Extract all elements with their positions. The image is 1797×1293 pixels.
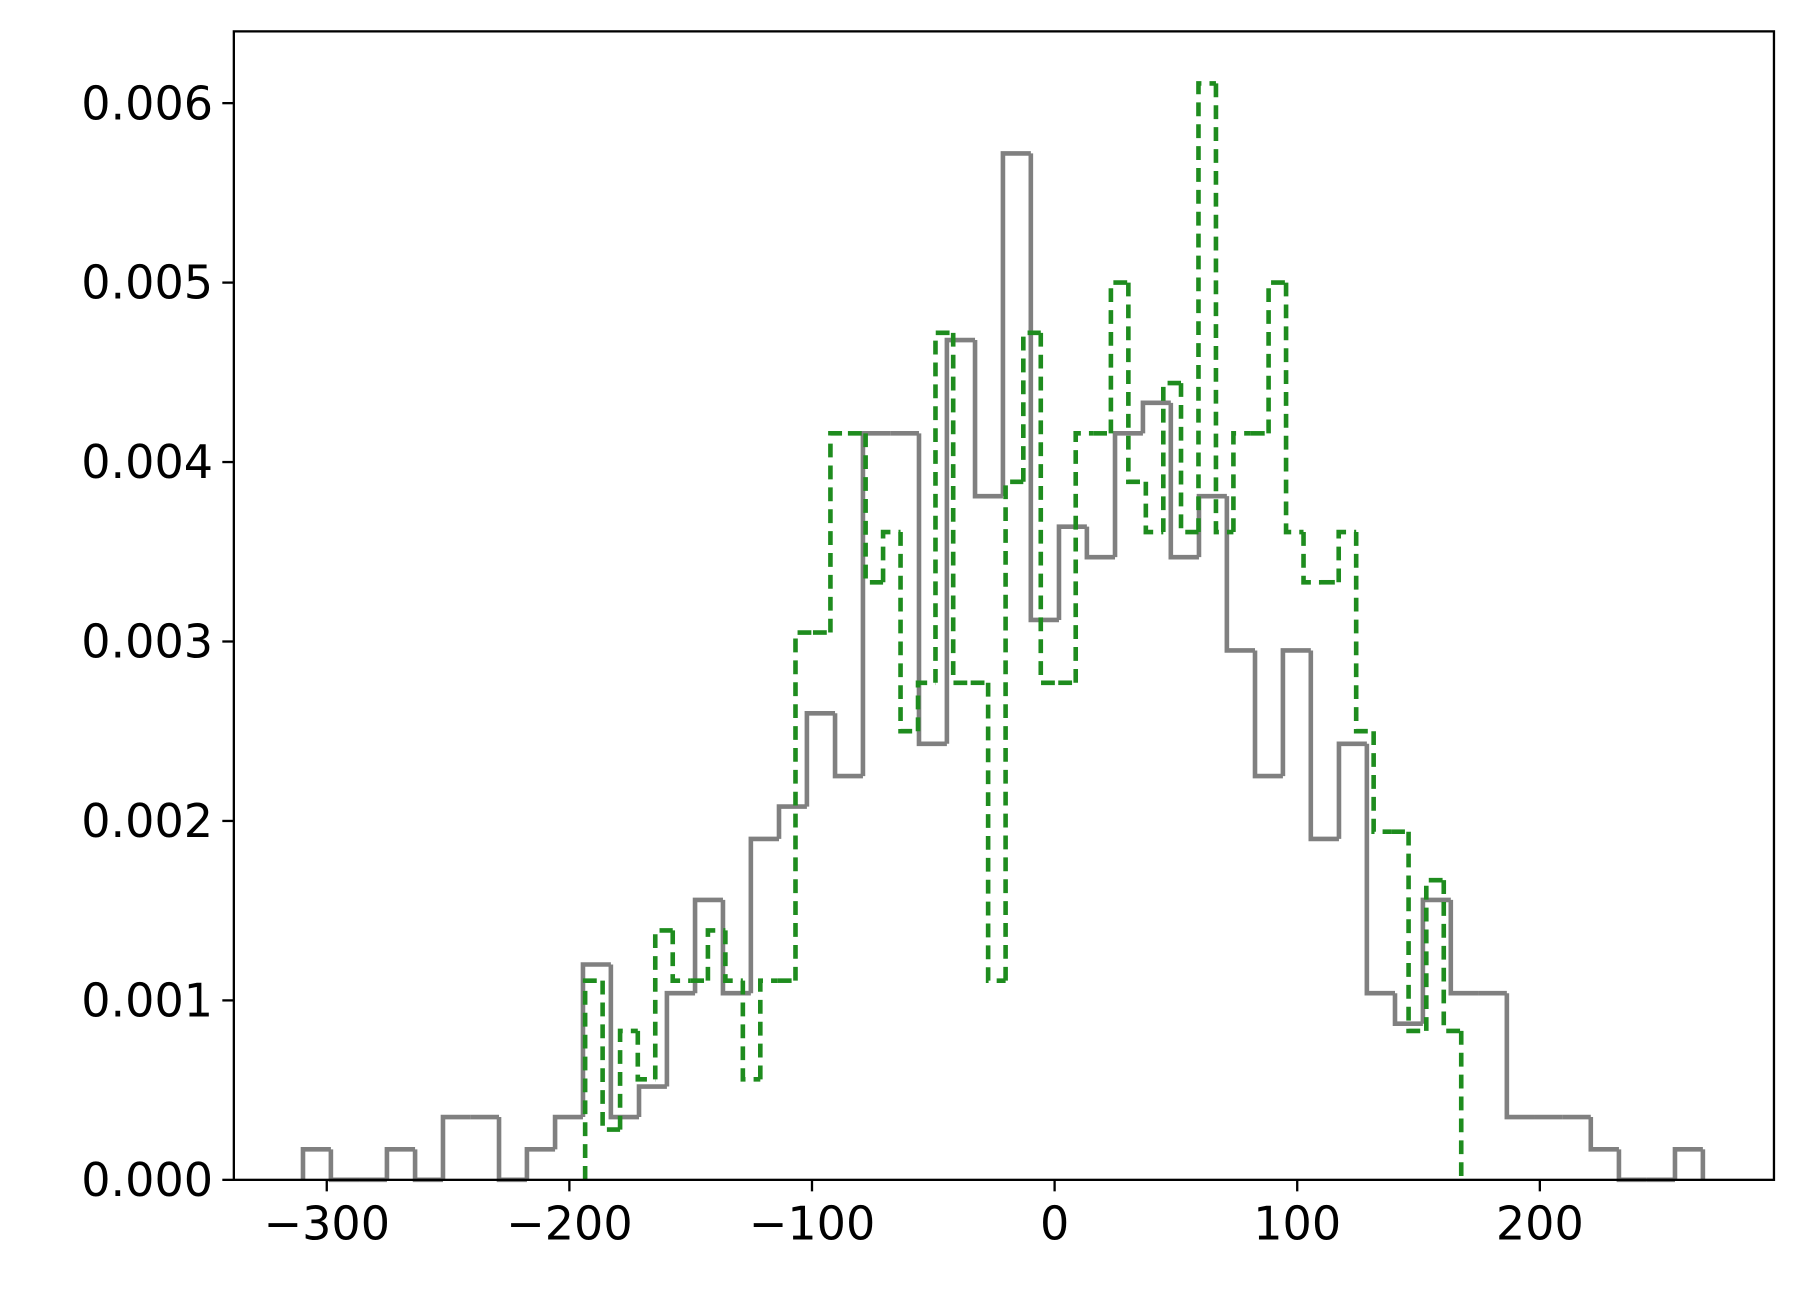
histogram-step	[916, 433, 947, 747]
histogram-step	[723, 930, 743, 983]
histogram-step	[1280, 648, 1311, 777]
histogram-step	[608, 964, 640, 1120]
histogram-step	[1178, 383, 1199, 535]
histogram-step	[635, 1030, 656, 1082]
histogram-step	[1406, 831, 1427, 1034]
y-tick-label: 0.004	[81, 435, 213, 489]
histogram-step	[1308, 650, 1339, 842]
histogram-step	[600, 980, 621, 1132]
histogram-step	[652, 928, 673, 1080]
histogram-step	[898, 532, 919, 734]
histogram-step	[664, 990, 696, 1087]
histogram-step	[617, 1028, 638, 1130]
y-tick-label: 0.001	[81, 974, 213, 1028]
histogram-step	[552, 1114, 583, 1150]
x-tick-label: 0	[1040, 1197, 1069, 1251]
histogram-step	[933, 330, 954, 683]
histogram-step	[793, 630, 813, 981]
histogram-step	[1231, 431, 1251, 533]
histogram-step	[1056, 524, 1087, 620]
histogram-step	[412, 1149, 443, 1183]
histogram-step	[1420, 897, 1451, 1024]
histogram-step	[1364, 743, 1396, 996]
histogram-step	[1028, 153, 1059, 623]
histogram-step	[1073, 431, 1094, 683]
histogram-step	[880, 529, 901, 583]
histogram-step	[1084, 526, 1116, 560]
histogram-step	[950, 332, 971, 686]
histogram-step	[1371, 731, 1392, 835]
x-tick-label: 100	[1253, 1197, 1341, 1251]
histogram-step	[863, 433, 884, 585]
histogram-step	[1126, 282, 1146, 485]
histogram-step	[1588, 1117, 1619, 1152]
histogram-step	[1616, 1149, 1647, 1183]
histogram-step	[740, 980, 761, 1082]
histogram-step	[804, 710, 836, 807]
histogram-step	[915, 680, 936, 732]
y-tick-label: 0.000	[81, 1153, 213, 1207]
y-tick-label: 0.006	[81, 76, 213, 130]
x-tick-label: −100	[749, 1197, 876, 1251]
histogram-step	[582, 978, 603, 1180]
histogram-step	[758, 978, 778, 1080]
histogram-step	[748, 836, 779, 994]
histogram-step	[860, 431, 891, 777]
histogram-step	[1038, 332, 1059, 686]
histogram-step	[1143, 481, 1164, 535]
histogram-step	[1213, 83, 1234, 535]
histogram-step	[985, 682, 1006, 983]
histogram-step	[1423, 877, 1444, 1031]
histogram-step	[440, 1114, 471, 1180]
histogram-step	[705, 928, 726, 981]
histogram-step	[944, 337, 976, 744]
histogram-step	[1301, 532, 1322, 585]
histogram-step	[1336, 741, 1367, 839]
histogram-step	[776, 804, 807, 839]
histogram-step	[1448, 899, 1479, 996]
histogram-step	[384, 1147, 416, 1180]
y-tick-label: 0.005	[81, 256, 213, 310]
y-tick-label: 0.002	[81, 794, 213, 848]
histogram-step	[1252, 650, 1283, 779]
histogram-step	[1021, 330, 1041, 482]
histogram-step	[300, 1147, 331, 1180]
histogram-step	[1161, 380, 1182, 533]
histogram-step	[1196, 493, 1227, 558]
histogram-step	[832, 713, 863, 779]
plot-frame	[232, 30, 1776, 1181]
y-tick-label: 0.003	[81, 615, 213, 669]
histogram-step	[692, 897, 723, 994]
histogram-step	[1140, 400, 1171, 434]
histogram-step	[1504, 993, 1535, 1120]
histogram-step	[524, 1147, 556, 1180]
histogram-step	[1003, 479, 1024, 981]
histogram-step	[1392, 993, 1423, 1027]
histogram-step	[636, 1084, 667, 1118]
histogram-step	[828, 431, 848, 633]
histogram-step	[1112, 431, 1143, 558]
histogram-step	[1224, 496, 1256, 653]
x-tick-label: 200	[1496, 1197, 1584, 1251]
histogram-step	[496, 1117, 527, 1183]
histogram-step	[1168, 402, 1199, 560]
histogram-step	[1441, 880, 1462, 1034]
histogram-step	[1196, 81, 1216, 533]
histogram-step	[1336, 529, 1357, 583]
histogram-step	[1672, 1147, 1703, 1180]
histogram-step	[1283, 282, 1304, 535]
histogram-step	[328, 1149, 360, 1183]
histogram-step	[1266, 280, 1287, 434]
histogram-step	[1353, 532, 1374, 734]
x-tick-label: −300	[264, 1197, 391, 1251]
histogram-step	[670, 930, 691, 983]
histogram-step	[1108, 280, 1129, 434]
histogram-step	[1000, 151, 1031, 497]
histogram-step	[972, 340, 1003, 499]
x-tick-label: −200	[506, 1197, 633, 1251]
